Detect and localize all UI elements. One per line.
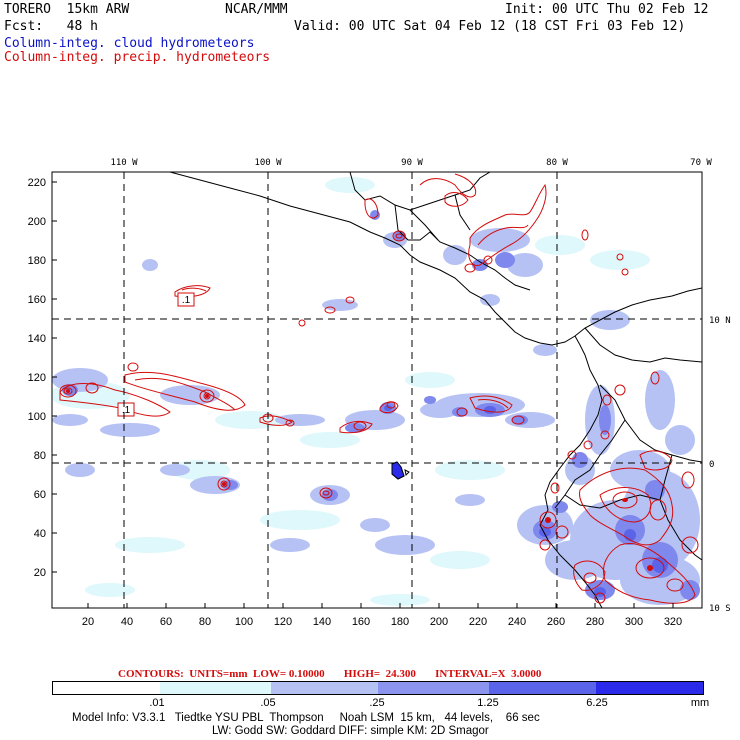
color-bin [53, 682, 161, 694]
lat-label: 0 [709, 460, 714, 470]
x-tick: 300 [625, 616, 643, 628]
x-tick: 140 [313, 616, 331, 628]
plot-frame [51, 171, 703, 609]
model-info: Model Info: V3.3.1 Tiedtke YSU PBL Thomp… [72, 712, 540, 724]
contour-label-box [117, 402, 135, 417]
galapagos-island [391, 461, 405, 480]
color-bin [595, 682, 703, 694]
x-tick: 100 [235, 616, 253, 628]
color-bar-unit: mm [690, 697, 710, 709]
color-bin [488, 682, 596, 694]
color-bar [52, 681, 704, 695]
x-axis: 20 40 60 80 100 120 140 160 180 200 220 … [82, 616, 682, 628]
y-tick: 220 [28, 177, 46, 189]
color-bin [160, 682, 271, 694]
y-tick: 40 [34, 528, 46, 540]
lat-label: 10 S [709, 604, 731, 614]
lat-label: 10 N [709, 316, 731, 326]
precip-contours [59, 173, 699, 604]
field-cloud-label: Column-integ. cloud hydrometeors [4, 36, 255, 51]
y-tick: 140 [28, 333, 46, 345]
right-axis: 10 N 0 10 S [709, 316, 731, 614]
physics-info: LW: Godd SW: Goddard DIFF: simple KM: 2D… [212, 725, 489, 737]
y-tick-marks [52, 181, 57, 573]
contour-label: .1 [182, 295, 191, 306]
field-precip-label: Column-integ. precip. hydrometeors [4, 50, 271, 65]
x-tick: 260 [547, 616, 565, 628]
x-tick: 320 [664, 616, 682, 628]
y-tick: 20 [34, 567, 46, 579]
lon-label: 70 W [690, 158, 712, 168]
y-tick: 80 [34, 450, 46, 462]
y-tick: 100 [28, 411, 46, 423]
y-axis: 220 200 180 160 140 120 100 80 60 40 20 [28, 177, 46, 579]
x-tick: 160 [352, 616, 370, 628]
color-bin [270, 682, 378, 694]
forecast-hour: Fcst: 48 h [4, 19, 98, 34]
color-bar-tick: 6.25 [586, 697, 608, 709]
contour-label: .1 [122, 405, 131, 416]
precip-cores [66, 389, 653, 571]
lon-label: 80 W [546, 158, 568, 168]
lon-label: 100 W [254, 158, 282, 168]
x-tick-marks [87, 603, 674, 608]
x-tick: 220 [469, 616, 487, 628]
contour-label-box [177, 292, 195, 307]
color-bin [378, 682, 489, 694]
x-tick: 40 [121, 616, 133, 628]
color-bar-tick: .05 [260, 697, 276, 709]
color-bar-tick: .25 [369, 697, 385, 709]
y-tick: 200 [28, 216, 46, 228]
color-bar-tick: .01 [149, 697, 165, 709]
top-axis: 110 W 100 W 90 W 80 W 70 W [110, 158, 712, 168]
x-tick: 180 [391, 616, 409, 628]
color-bar-tick: 1.25 [477, 697, 499, 709]
lon-label: 90 W [401, 158, 423, 168]
x-tick: 200 [430, 616, 448, 628]
x-tick: 280 [586, 616, 604, 628]
valid-time: Valid: 00 UTC Sat 04 Feb 12 (18 CST Fri … [294, 19, 686, 34]
x-tick: 120 [274, 616, 292, 628]
x-tick: 240 [508, 616, 526, 628]
cloud-shading [52, 177, 700, 606]
lon-label: 110 W [110, 158, 138, 168]
x-tick: 60 [160, 616, 172, 628]
y-tick: 120 [28, 372, 46, 384]
model-title: TORERO 15km ARW [4, 2, 130, 17]
x-tick: 80 [199, 616, 211, 628]
org-label: NCAR/MMM [225, 2, 288, 17]
init-time: Init: 00 UTC Thu 02 Feb 12 [505, 2, 709, 17]
y-tick: 60 [34, 489, 46, 501]
contour-info: CONTOURS: UNITS=mm LOW= 0.10000 HIGH= 24… [118, 668, 542, 680]
y-tick: 180 [28, 255, 46, 267]
y-tick: 160 [28, 294, 46, 306]
x-tick: 20 [82, 616, 94, 628]
graticule [52, 172, 702, 608]
